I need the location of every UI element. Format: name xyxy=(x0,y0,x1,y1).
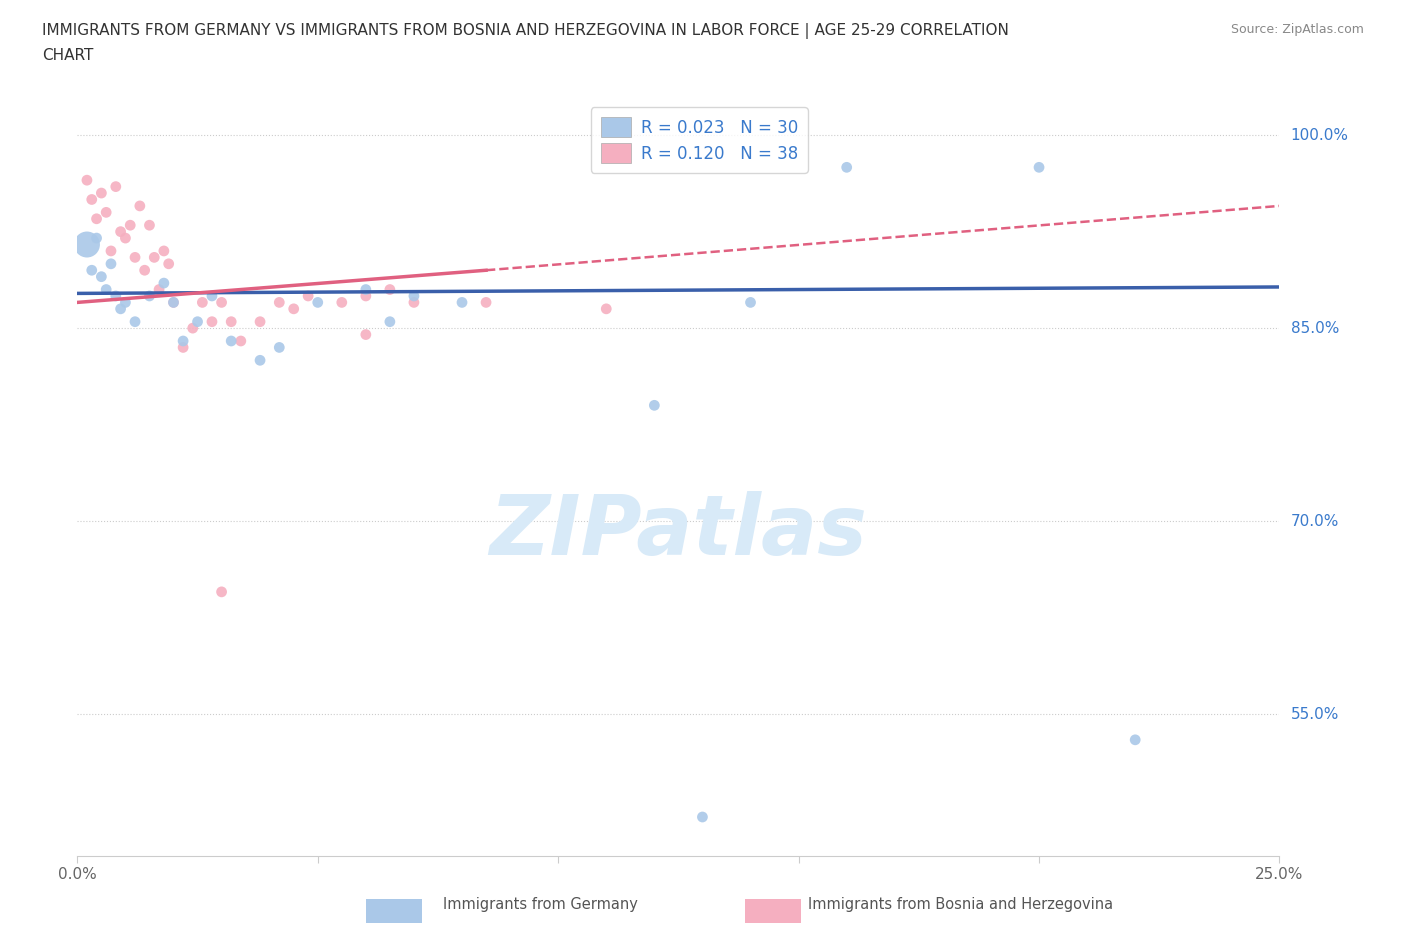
Point xyxy=(104,288,127,303)
Point xyxy=(86,231,108,246)
Point xyxy=(124,314,146,329)
Point xyxy=(114,231,136,246)
Point xyxy=(249,314,271,329)
Text: ZIPatlas: ZIPatlas xyxy=(489,491,868,572)
Legend: R = 0.023   N = 30, R = 0.120   N = 38: R = 0.023 N = 30, R = 0.120 N = 38 xyxy=(591,108,808,173)
Point xyxy=(162,295,184,310)
Point xyxy=(269,295,291,310)
Point xyxy=(143,250,166,265)
Text: CHART: CHART xyxy=(42,48,94,63)
Point xyxy=(211,295,233,310)
Point xyxy=(80,263,103,278)
Point xyxy=(595,301,617,316)
Point xyxy=(172,340,194,355)
Point xyxy=(475,295,498,310)
Point xyxy=(269,340,291,355)
Point xyxy=(90,270,112,285)
Point xyxy=(835,160,858,175)
Point xyxy=(153,244,176,259)
Point xyxy=(1028,160,1050,175)
Text: 55.0%: 55.0% xyxy=(1291,707,1339,722)
Text: Immigrants from Germany: Immigrants from Germany xyxy=(443,897,638,912)
Point xyxy=(354,327,377,342)
Point xyxy=(354,288,377,303)
Point xyxy=(153,275,176,290)
Point xyxy=(138,288,160,303)
Point xyxy=(219,334,242,349)
Point xyxy=(643,398,665,413)
Point xyxy=(162,295,184,310)
Point xyxy=(191,295,214,310)
Point xyxy=(100,244,122,259)
Point xyxy=(378,314,401,329)
Point xyxy=(110,301,132,316)
Point xyxy=(128,198,150,213)
Point xyxy=(186,314,209,329)
Text: 70.0%: 70.0% xyxy=(1291,513,1339,528)
Point xyxy=(211,584,233,599)
Text: Immigrants from Bosnia and Herzegovina: Immigrants from Bosnia and Herzegovina xyxy=(808,897,1114,912)
Point xyxy=(451,295,474,310)
Point xyxy=(120,218,142,232)
Point xyxy=(157,257,180,272)
Text: 100.0%: 100.0% xyxy=(1291,127,1348,142)
Point xyxy=(114,295,136,310)
Point xyxy=(249,352,271,367)
Point xyxy=(100,257,122,272)
Point xyxy=(134,263,156,278)
Point xyxy=(76,173,98,188)
Text: 85.0%: 85.0% xyxy=(1291,321,1339,336)
Point xyxy=(229,334,252,349)
Point xyxy=(219,314,242,329)
Point xyxy=(330,295,353,310)
Point xyxy=(740,295,762,310)
Point xyxy=(138,218,160,232)
Point xyxy=(110,224,132,239)
Point xyxy=(172,334,194,349)
Point xyxy=(86,211,108,226)
Point xyxy=(402,295,425,310)
Point xyxy=(307,295,329,310)
Point xyxy=(283,301,305,316)
Point xyxy=(354,282,377,297)
Point xyxy=(124,250,146,265)
Point xyxy=(148,282,170,297)
Point xyxy=(96,205,118,219)
Point xyxy=(201,314,224,329)
Point xyxy=(1123,733,1146,748)
Point xyxy=(181,321,204,336)
Point xyxy=(76,237,98,252)
Point xyxy=(297,288,319,303)
Text: IMMIGRANTS FROM GERMANY VS IMMIGRANTS FROM BOSNIA AND HERZEGOVINA IN LABOR FORCE: IMMIGRANTS FROM GERMANY VS IMMIGRANTS FR… xyxy=(42,23,1010,39)
Text: Source: ZipAtlas.com: Source: ZipAtlas.com xyxy=(1230,23,1364,36)
Point xyxy=(378,282,401,297)
Point xyxy=(90,186,112,201)
Point xyxy=(402,288,425,303)
Point xyxy=(201,288,224,303)
Point xyxy=(96,282,118,297)
Point xyxy=(692,809,714,825)
Point xyxy=(104,179,127,194)
Point xyxy=(80,193,103,207)
